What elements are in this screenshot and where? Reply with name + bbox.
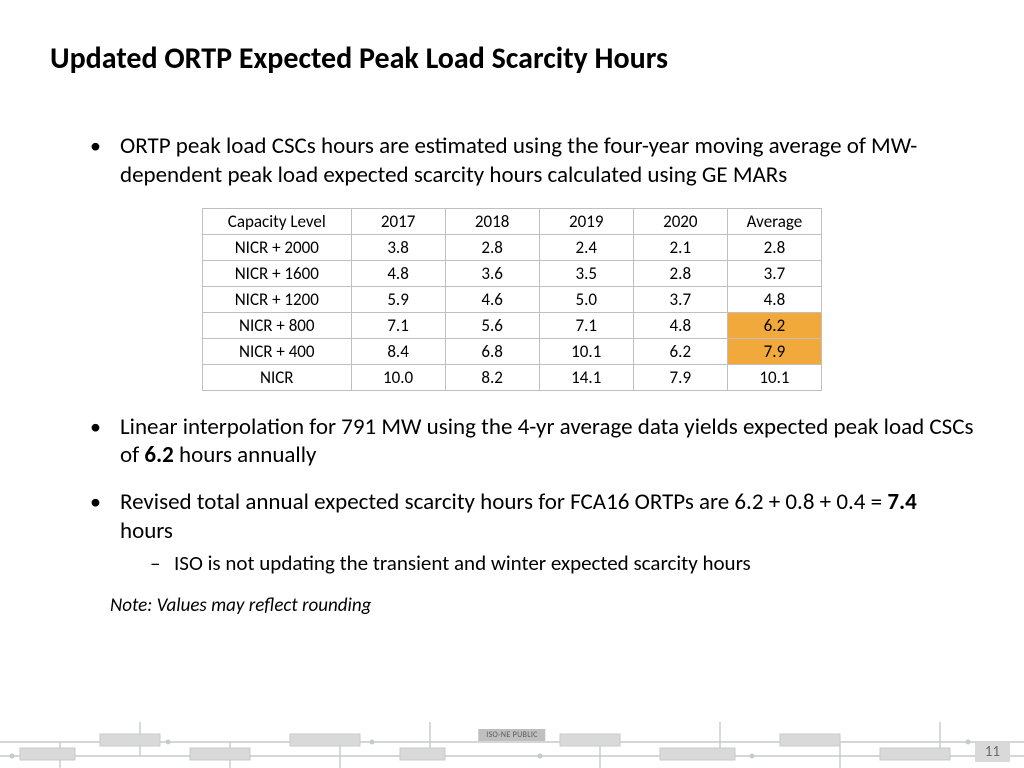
table-cell: NICR + 1200 bbox=[203, 286, 352, 312]
classification-label: ISO-NE PUBLIC bbox=[478, 729, 545, 741]
table-header-cell: Capacity Level bbox=[203, 208, 352, 234]
bullet-3-pre: Revised total annual expected scarcity h… bbox=[120, 488, 887, 516]
table-cell: NICR + 400 bbox=[203, 338, 352, 364]
table-cell: 7.9 bbox=[727, 338, 821, 364]
table-cell: 6.2 bbox=[633, 338, 727, 364]
slide-footer: ISO-NE PUBLIC 11 bbox=[0, 722, 1024, 768]
table-cell: 3.8 bbox=[351, 234, 445, 260]
table-header-cell: 2019 bbox=[539, 208, 633, 234]
table-cell: 4.8 bbox=[727, 286, 821, 312]
page-number: 11 bbox=[975, 742, 1010, 762]
table-cell: 2.4 bbox=[539, 234, 633, 260]
bullet-3: Revised total annual expected scarcity h… bbox=[90, 488, 974, 576]
slide-title: Updated ORTP Expected Peak Load Scarcity… bbox=[50, 40, 974, 77]
table-header-cell: 2018 bbox=[445, 208, 539, 234]
table-cell: NICR bbox=[203, 364, 352, 390]
table-cell: 2.8 bbox=[445, 234, 539, 260]
table-cell: 6.2 bbox=[727, 312, 821, 338]
bullet-3-post: hours bbox=[120, 517, 173, 545]
table-cell: 8.2 bbox=[445, 364, 539, 390]
table-cell: 3.5 bbox=[539, 260, 633, 286]
table-cell: 7.1 bbox=[351, 312, 445, 338]
table-cell: NICR + 800 bbox=[203, 312, 352, 338]
bullet-2-post: hours annually bbox=[174, 441, 317, 469]
rounding-note: Note: Values may reflect rounding bbox=[110, 594, 974, 617]
bullet-1: ORTP peak load CSCs hours are estimated … bbox=[90, 132, 974, 190]
table-cell: 4.6 bbox=[445, 286, 539, 312]
table-header-cell: 2020 bbox=[633, 208, 727, 234]
table-cell: 5.9 bbox=[351, 286, 445, 312]
table-cell: 2.1 bbox=[633, 234, 727, 260]
table-cell: 10.1 bbox=[539, 338, 633, 364]
bullet-2-bold: 6.2 bbox=[144, 441, 173, 469]
table-cell: 3.7 bbox=[633, 286, 727, 312]
table-cell: 3.7 bbox=[727, 260, 821, 286]
table-cell: 7.1 bbox=[539, 312, 633, 338]
table-cell: 10.0 bbox=[351, 364, 445, 390]
scarcity-hours-table: Capacity Level2017201820192020Average NIC… bbox=[202, 208, 822, 391]
table-header-cell: 2017 bbox=[351, 208, 445, 234]
table-cell: NICR + 2000 bbox=[203, 234, 352, 260]
bullet-3-sub: ISO is not updating the transient and wi… bbox=[150, 550, 974, 576]
table-cell: 5.6 bbox=[445, 312, 539, 338]
table-cell: 6.8 bbox=[445, 338, 539, 364]
table-cell: 4.8 bbox=[351, 260, 445, 286]
table-cell: 4.8 bbox=[633, 312, 727, 338]
table-header-cell: Average bbox=[727, 208, 821, 234]
table-cell: NICR + 1600 bbox=[203, 260, 352, 286]
table-cell: 2.8 bbox=[727, 234, 821, 260]
table-cell: 7.9 bbox=[633, 364, 727, 390]
bullet-2: Linear interpolation for 791 MW using th… bbox=[90, 413, 974, 471]
bullet-3-bold: 7.4 bbox=[887, 488, 916, 516]
table-cell: 5.0 bbox=[539, 286, 633, 312]
table-cell: 10.1 bbox=[727, 364, 821, 390]
table-cell: 14.1 bbox=[539, 364, 633, 390]
table-cell: 3.6 bbox=[445, 260, 539, 286]
table-cell: 2.8 bbox=[633, 260, 727, 286]
table-cell: 8.4 bbox=[351, 338, 445, 364]
